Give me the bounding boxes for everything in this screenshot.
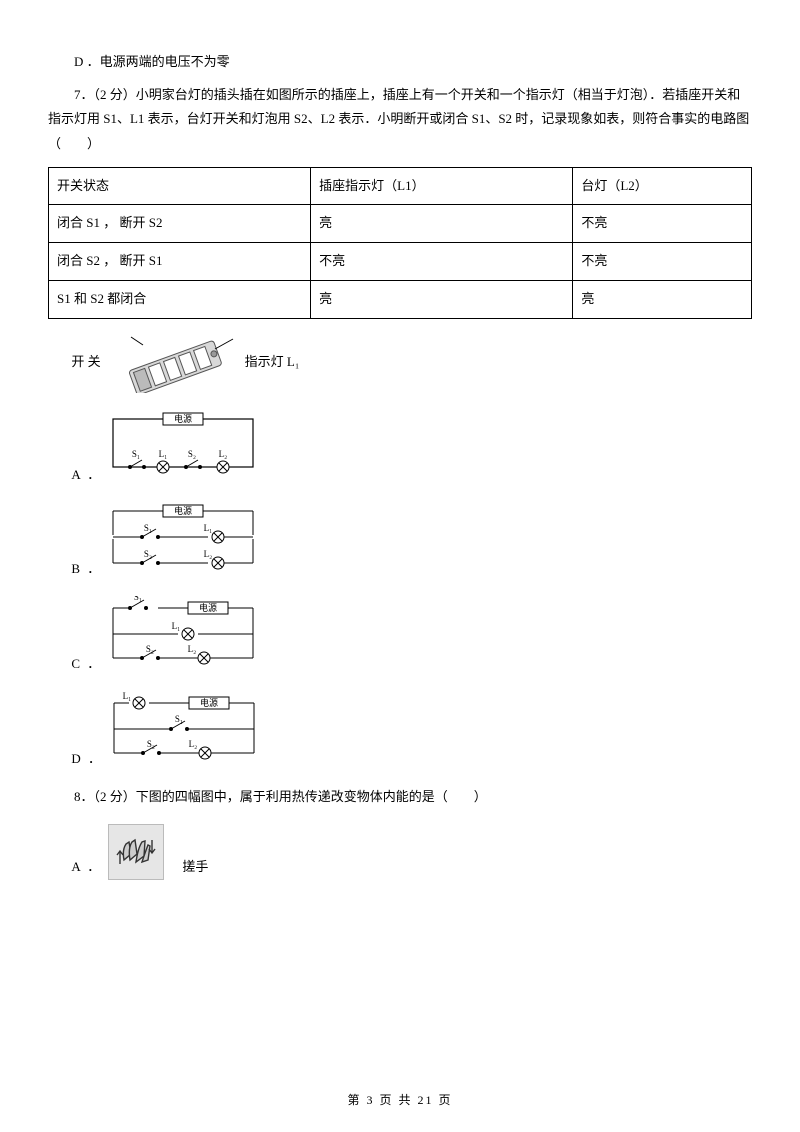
circuit-d-icon: L₁ 电源 S₁ S₂ L₂ xyxy=(109,691,259,772)
table-row: 闭合 S2 ， 断开 S1 不亮 不亮 xyxy=(49,243,752,281)
svg-text:S₁: S₁ xyxy=(175,714,183,724)
svg-text:L₁: L₁ xyxy=(159,449,168,459)
q8-text: 8．（2 分）下图的四幅图中，属于利用热传递改变物体内能的是（ ） xyxy=(48,785,752,810)
circuit-c-icon: S₁ 电源 L₁ S₂ L₂ xyxy=(108,596,258,677)
indicator-label: 指示灯 L₁ xyxy=(245,350,300,375)
q8-option-a: A ． 搓手 xyxy=(71,824,752,880)
svg-text:L₁: L₁ xyxy=(172,621,181,631)
table-row: S1 和 S2 都闭合 亮 亮 xyxy=(49,280,752,318)
q7-option-b: B ． 电源 S₁ L₁ S₂ L₂ xyxy=(71,501,752,582)
cell: 插座指示灯（L1） xyxy=(311,167,573,205)
switch-label: 开 关 xyxy=(71,350,100,375)
power-strip-figure: 开 关 指示灯 L₁ xyxy=(71,333,752,393)
cell: 不亮 xyxy=(573,205,752,243)
page-footer: 第 3 页 共 21 页 xyxy=(0,1089,800,1112)
cell: S1 和 S2 都闭合 xyxy=(49,280,311,318)
svg-text:S₂: S₂ xyxy=(147,739,155,749)
svg-text:L₂: L₂ xyxy=(188,644,197,654)
circuit-a-icon: 电源 S₁ L₁ S₂ L₂ xyxy=(108,407,258,488)
svg-text:电源: 电源 xyxy=(174,505,192,516)
prev-option-d: D ．电源两端的电压不为零 xyxy=(48,50,752,75)
table-row: 开关状态 插座指示灯（L1） 台灯（L2） xyxy=(49,167,752,205)
cell: 闭合 S1 ， 断开 S2 xyxy=(49,205,311,243)
hands-rubbing-icon xyxy=(108,824,164,880)
svg-text:电源: 电源 xyxy=(200,697,218,708)
power-strip-icon xyxy=(105,333,255,393)
cell: 台灯（L2） xyxy=(573,167,752,205)
q7-option-a: A ． 电源 S₁ L₁ S₂ L₂ xyxy=(71,407,752,488)
svg-text:L₂: L₂ xyxy=(219,449,228,459)
q7-text: 7．（2 分）小明家台灯的插头插在如图所示的插座上，插座上有一个开关和一个指示灯… xyxy=(48,83,752,157)
option-label: C ． xyxy=(71,652,102,677)
q7-table: 开关状态 插座指示灯（L1） 台灯（L2） 闭合 S1 ， 断开 S2 亮 不亮… xyxy=(48,167,752,319)
cell: 亮 xyxy=(573,280,752,318)
cell: 亮 xyxy=(311,280,573,318)
option-label: A ． xyxy=(71,463,102,488)
svg-text:S₂: S₂ xyxy=(146,644,154,654)
option-label: A ． xyxy=(71,855,102,880)
table-row: 闭合 S1 ， 断开 S2 亮 不亮 xyxy=(49,205,752,243)
cell: 开关状态 xyxy=(49,167,311,205)
q8a-caption: 搓手 xyxy=(182,855,208,880)
cell: 不亮 xyxy=(573,243,752,281)
svg-text:L₁: L₁ xyxy=(123,691,132,701)
q7-option-c: C ． S₁ 电源 L₁ S₂ L₂ xyxy=(71,596,752,677)
svg-text:电源: 电源 xyxy=(199,602,217,613)
cell: 亮 xyxy=(311,205,573,243)
svg-text:S₁: S₁ xyxy=(132,449,140,459)
svg-text:S₂: S₂ xyxy=(144,549,152,559)
option-label: B ． xyxy=(71,557,102,582)
svg-text:S₁: S₁ xyxy=(144,523,152,533)
svg-text:S₂: S₂ xyxy=(188,449,196,459)
svg-text:S₁: S₁ xyxy=(134,596,142,602)
cell: 不亮 xyxy=(311,243,573,281)
svg-text:L₂: L₂ xyxy=(204,549,213,559)
cell: 闭合 S2 ， 断开 S1 xyxy=(49,243,311,281)
svg-text:L₁: L₁ xyxy=(204,523,213,533)
q7-option-d: D ． L₁ 电源 S₁ S₂ L₂ xyxy=(71,691,752,772)
svg-text:电源: 电源 xyxy=(174,413,192,424)
option-label: D ． xyxy=(71,747,103,772)
svg-text:L₂: L₂ xyxy=(189,739,198,749)
circuit-b-icon: 电源 S₁ L₁ S₂ L₂ xyxy=(108,501,258,582)
